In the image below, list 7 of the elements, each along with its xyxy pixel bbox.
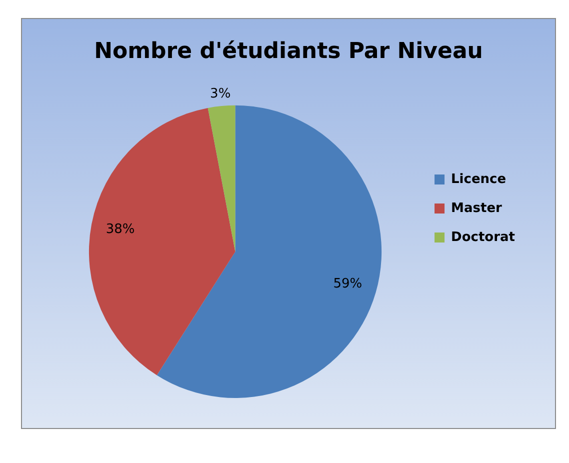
legend-label: Doctorat — [451, 230, 516, 245]
data-label: 59% — [333, 276, 362, 292]
data-label: 38% — [106, 222, 135, 238]
legend-label: Licence — [451, 172, 506, 187]
data-label: 3% — [210, 86, 231, 102]
chart-title: Nombre d'étudiants Par Niveau — [94, 38, 483, 64]
legend-label: Master — [451, 200, 503, 216]
